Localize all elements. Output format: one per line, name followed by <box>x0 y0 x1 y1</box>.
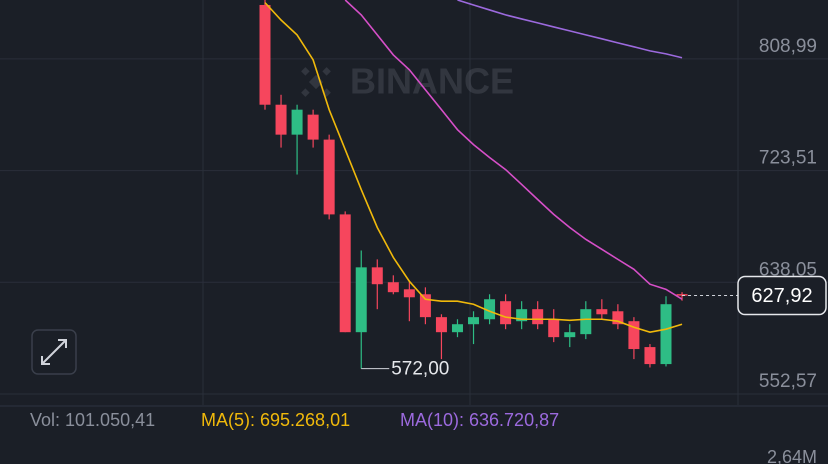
candle-body <box>355 267 367 333</box>
candle-body <box>307 114 319 140</box>
y-tick-label: 552,57 <box>759 371 817 392</box>
candle-body <box>676 294 688 296</box>
candle-body <box>451 324 463 333</box>
candle-body <box>291 109 303 135</box>
volume-label: Vol: 101.050,41 <box>30 410 155 430</box>
candle-body <box>580 309 592 335</box>
candle-body <box>660 304 672 365</box>
candle-body <box>323 139 335 215</box>
candle-body <box>644 347 656 365</box>
candle-body <box>371 267 383 285</box>
candle-body <box>275 104 287 135</box>
candle-body <box>612 311 624 325</box>
y-tick-label: 808,99 <box>759 36 817 57</box>
candle-body <box>516 309 528 322</box>
candle-body <box>403 289 415 298</box>
ma-line <box>344 0 683 300</box>
ma-line <box>264 2 683 334</box>
current-price-box <box>737 275 827 316</box>
candle-body <box>339 214 351 333</box>
volume-ma5: MA(5): 695.268,01 <box>201 410 350 430</box>
candle-body <box>259 4 271 105</box>
candle-body <box>484 299 496 320</box>
watermark-text: BINANCE <box>350 61 514 102</box>
candle-body <box>500 301 512 325</box>
low-marker-label: 572,00 <box>391 359 449 380</box>
candle-body <box>468 317 480 325</box>
candle-body <box>628 321 640 350</box>
current-price-label: 627,92 <box>751 285 812 307</box>
candle-body <box>596 309 608 315</box>
y-tick-label: 723,51 <box>759 148 817 169</box>
candle-body <box>548 319 560 338</box>
volume-ma10: MA(10): 636.720,87 <box>400 410 559 430</box>
ma-line <box>457 0 683 59</box>
volume-axis-label: 2,64M <box>767 447 817 464</box>
vertical-grid <box>202 0 739 405</box>
expand-button[interactable] <box>31 329 77 375</box>
candle-body <box>419 294 431 318</box>
candle-body <box>435 317 447 333</box>
candle-body <box>387 282 399 293</box>
y-tick-label: 638,05 <box>759 259 817 280</box>
candle-body <box>532 309 544 325</box>
candle-body <box>564 332 576 338</box>
